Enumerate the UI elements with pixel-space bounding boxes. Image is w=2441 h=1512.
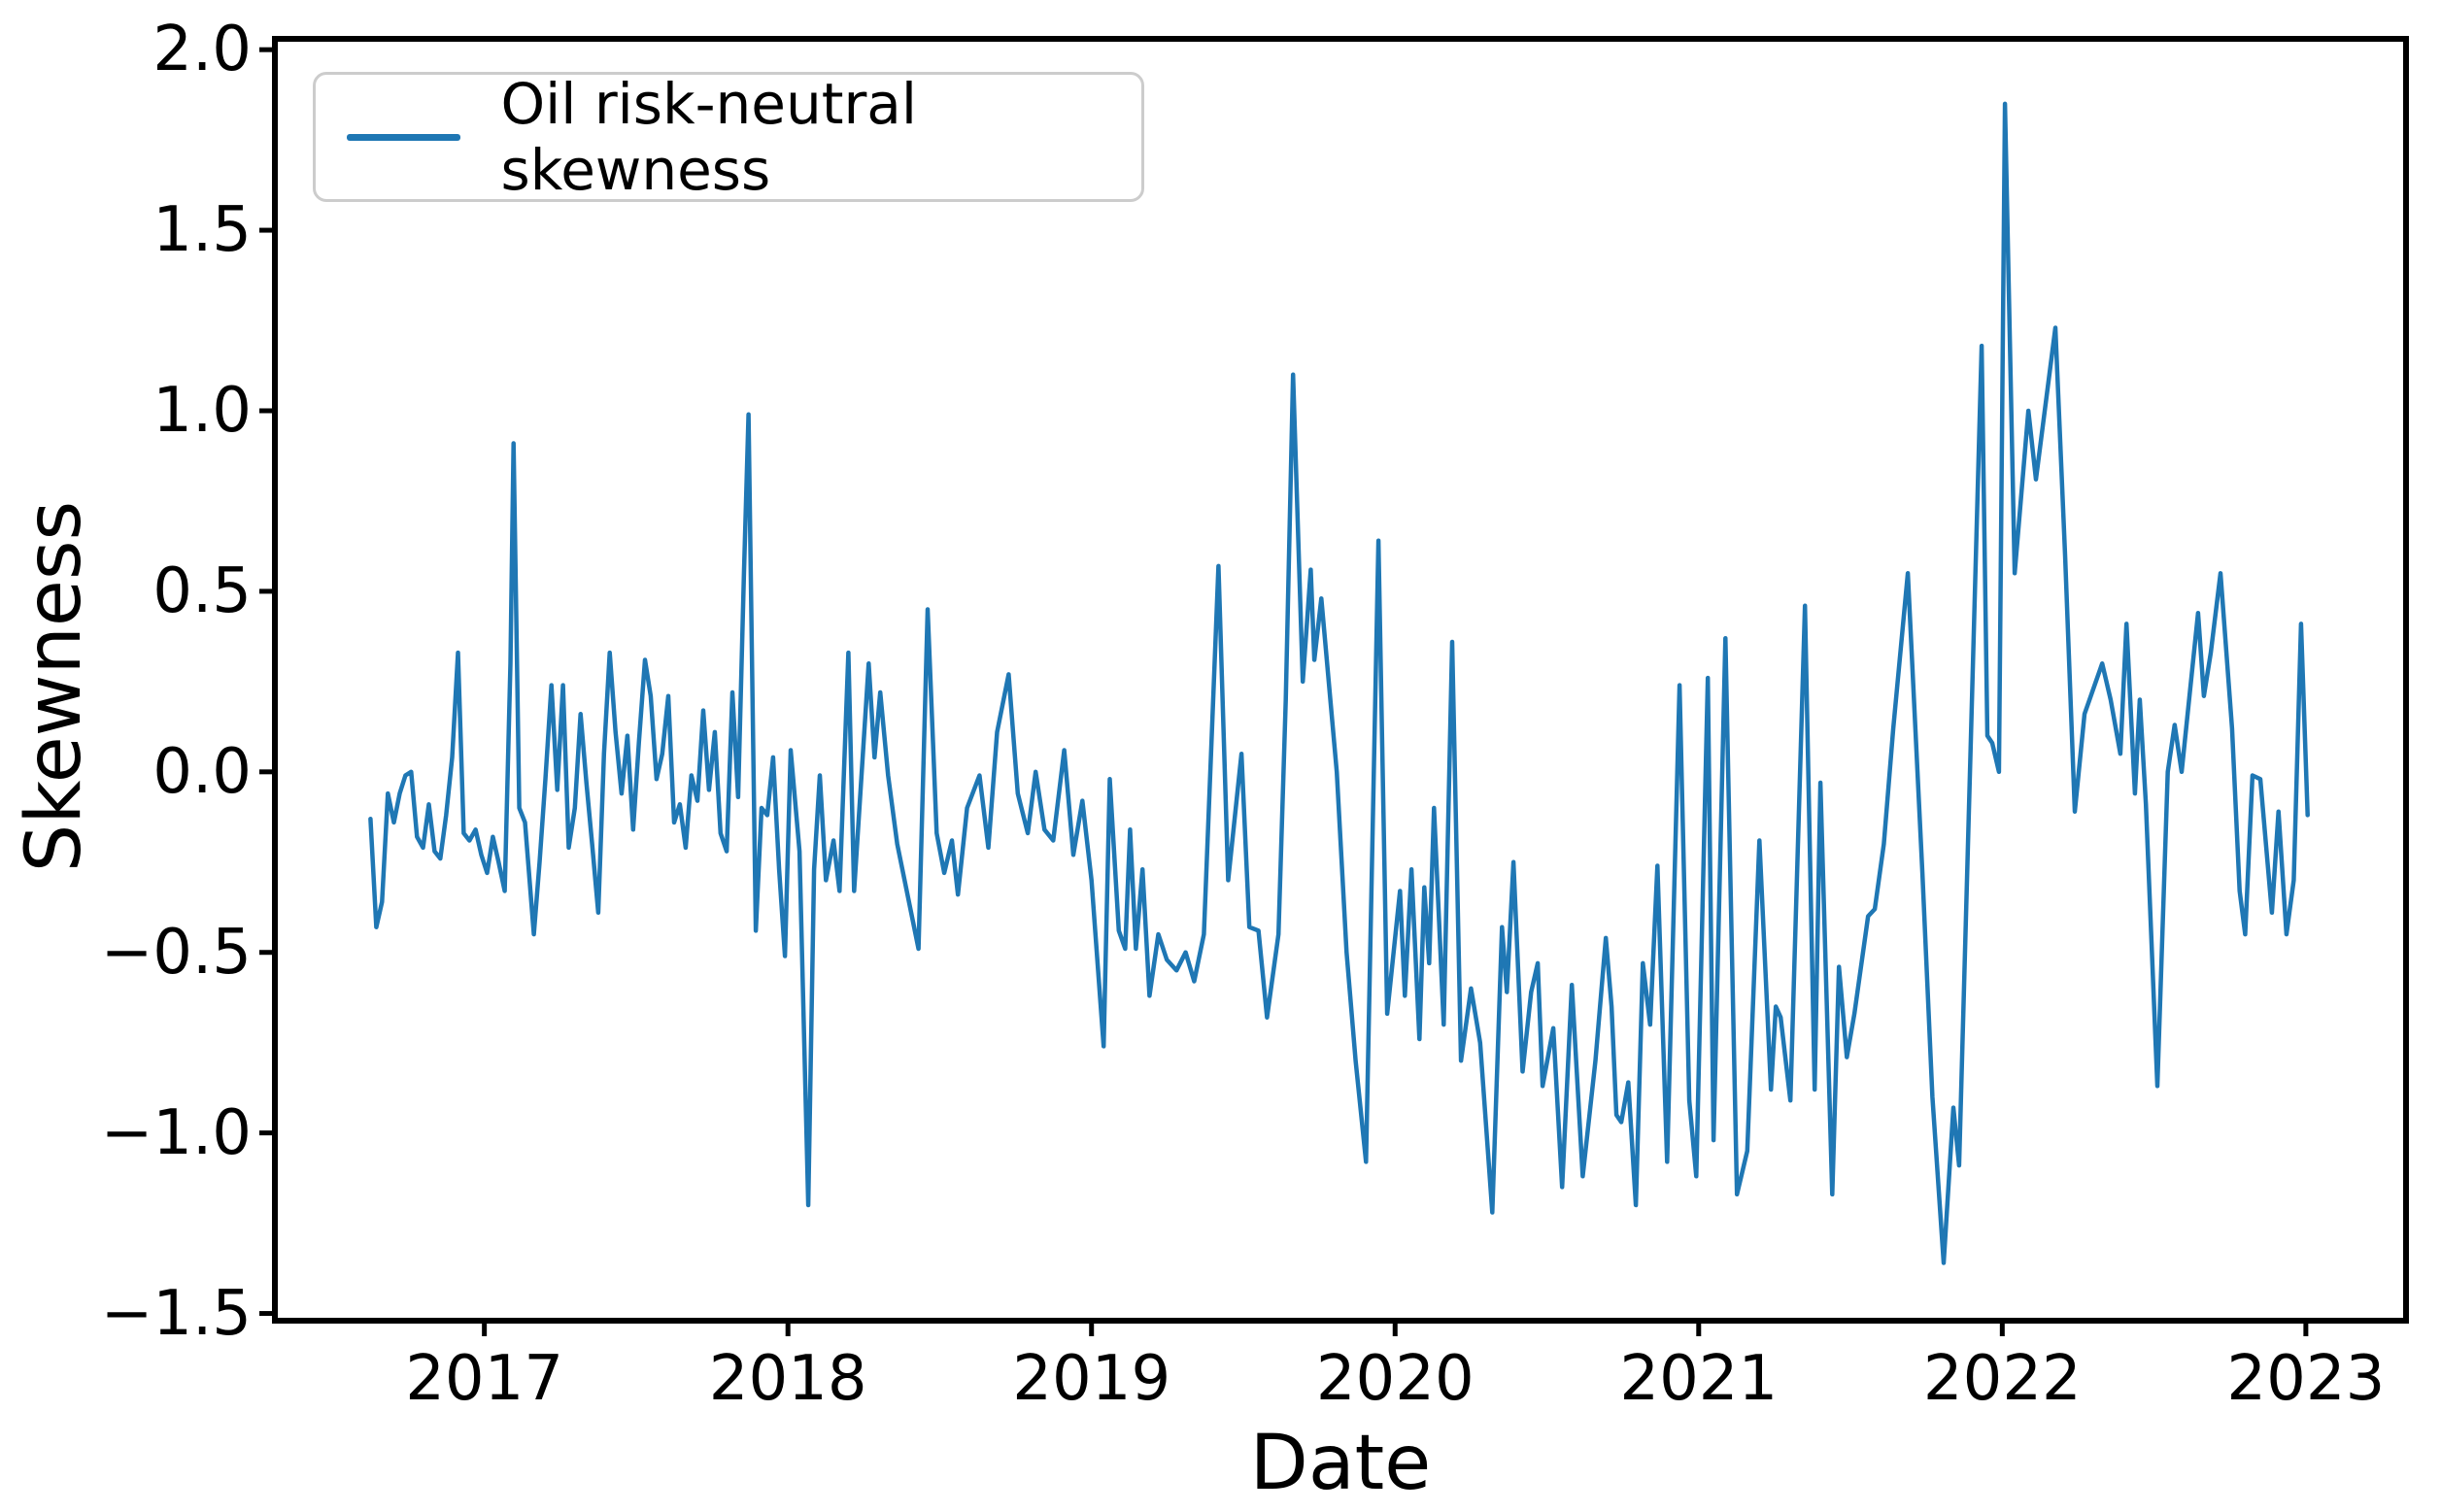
x-tick-label: 2021 <box>1619 1343 1779 1415</box>
y-tick-label: 1.5 <box>153 194 252 267</box>
x-tick-label: 2020 <box>1315 1343 1475 1415</box>
y-tick-label: 0.5 <box>153 554 252 627</box>
x-tick-label: 2022 <box>1922 1343 2082 1415</box>
y-tick-label: −0.5 <box>100 916 252 989</box>
y-tick-label: 0.0 <box>153 735 252 808</box>
legend: Oil risk-neutral skewness <box>313 71 1144 203</box>
x-axis-label: Date <box>1249 1420 1432 1507</box>
plot-border <box>272 36 2409 1324</box>
legend-series-label: Oil risk-neutral skewness <box>500 71 917 203</box>
legend-line-sample <box>347 133 460 141</box>
x-tick-label: 2023 <box>2226 1343 2386 1415</box>
y-tick-label: −1.5 <box>100 1277 252 1350</box>
x-tick-label: 2017 <box>405 1343 564 1415</box>
x-tick-label: 2018 <box>708 1343 867 1415</box>
y-tick-label: 1.0 <box>153 374 252 447</box>
y-tick-label: 2.0 <box>153 14 252 86</box>
x-tick-label: 2019 <box>1012 1343 1171 1415</box>
y-tick-label: −1.0 <box>100 1096 252 1169</box>
skewness-line <box>368 101 2310 1265</box>
